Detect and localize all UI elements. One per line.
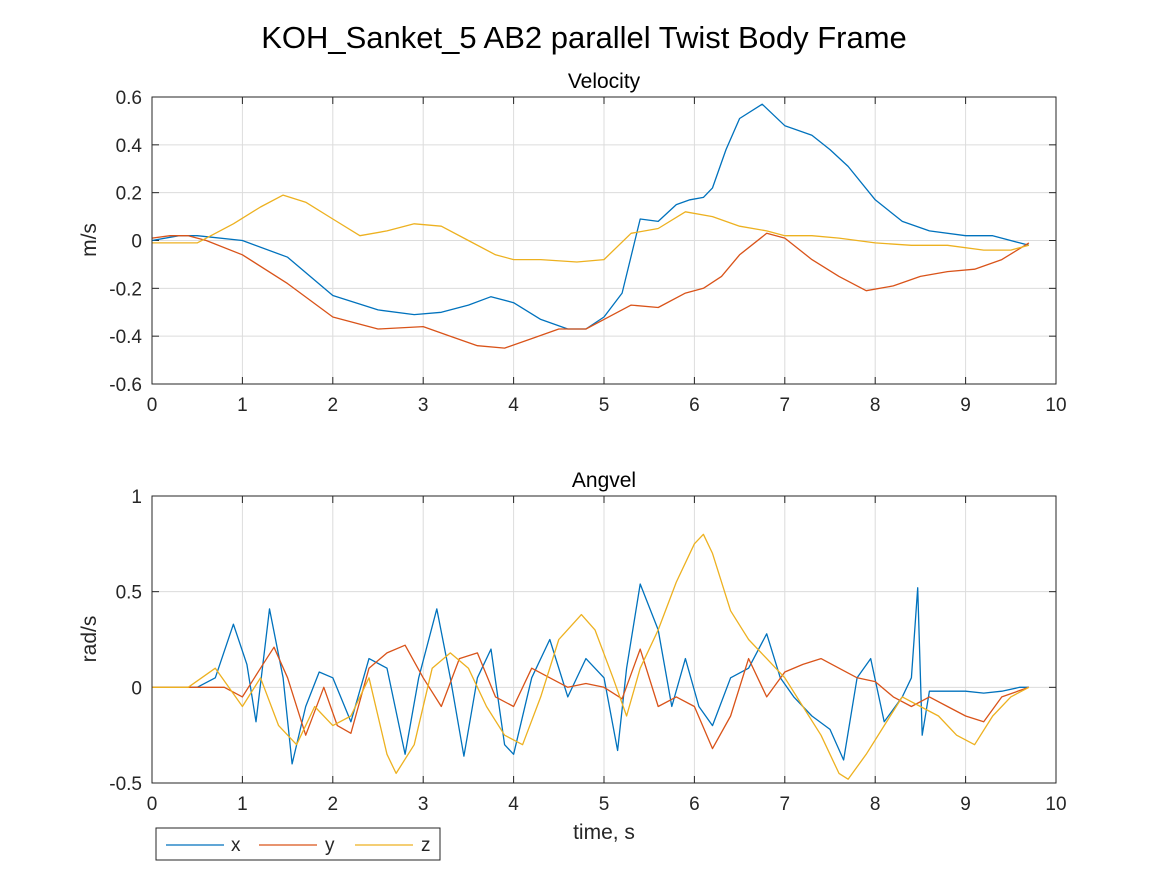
angvel-xtick-label: 2 <box>328 794 339 815</box>
angvel-xtick-label: 7 <box>780 794 791 815</box>
figure-title: KOH_Sanket_5 AB2 parallel Twist Body Fra… <box>261 20 907 55</box>
angvel-axes: Angvel rad/s time, s 0 1 2 3 4 5 6 7 8 9 1010.50-0… <box>78 469 1067 844</box>
angvel-xtick-label: 8 <box>870 794 881 815</box>
angvel-series-y <box>152 644 1030 750</box>
angvel-series-z <box>152 533 1030 780</box>
velocity-xtick-label: 4 <box>508 395 519 416</box>
legend-label-x: x <box>231 835 241 856</box>
velocity-axes-title: Velocity <box>568 70 641 93</box>
velocity-ytick-label: -0.4 <box>109 327 142 348</box>
angvel-xtick-label: 6 <box>689 794 700 815</box>
angvel-xtick-label: 1 <box>237 794 248 815</box>
velocity-series-y <box>151 232 1030 349</box>
angvel-ytick-label: 0 <box>131 678 142 699</box>
angvel-xtick-label: 10 <box>1045 794 1066 815</box>
velocity-ytick-label: 0.4 <box>116 136 143 157</box>
angvel-axes-title: Angvel <box>572 469 636 492</box>
angvel-series-x <box>152 583 1029 765</box>
velocity-axis-box <box>151 96 1057 385</box>
velocity-xtick-label: 7 <box>780 395 791 416</box>
velocity-ytick-label: 0.2 <box>116 184 142 205</box>
velocity-xtick-label: 0 <box>147 395 158 416</box>
angvel-ylabel: rad/s <box>78 616 101 663</box>
velocity-xtick-label: 10 <box>1045 395 1066 416</box>
velocity-axes: Velocity m/s 0 1 2 3 4 5 6 7 8 9 10 0.6 0.4 0.2 0 -0.2 -… <box>78 70 1067 416</box>
angvel-ytick-label: -0.5 <box>109 774 142 795</box>
velocity-xtick-label: 2 <box>328 395 339 416</box>
angvel-xlabel: time, s <box>573 821 635 844</box>
angvel-xtick-label: 0 <box>147 794 158 815</box>
velocity-xtick-label: 6 <box>689 395 700 416</box>
velocity-ytick-label: -0.2 <box>109 279 142 300</box>
angvel-ytick-label: 1 <box>131 487 142 508</box>
angvel-ytick-label: 0.5 <box>116 583 142 604</box>
velocity-ylabel: m/s <box>78 223 101 257</box>
velocity-series-z <box>152 194 1030 263</box>
angvel-xtick-label: 9 <box>960 794 971 815</box>
velocity-ytick-label: 0.6 <box>116 88 142 109</box>
velocity-ytick-label: 0 <box>131 232 142 253</box>
legend-box <box>155 827 441 861</box>
legend: x y z <box>155 827 441 861</box>
angvel-axis-box <box>151 495 1057 784</box>
velocity-xtick-label: 5 <box>599 395 610 416</box>
velocity-xtick-label: 1 <box>237 395 248 416</box>
velocity-xtick-label: 9 <box>960 395 971 416</box>
velocity-xtick-label: 8 <box>870 395 881 416</box>
legend-label-y: y <box>325 835 335 856</box>
legend-label-z: z <box>421 835 431 856</box>
velocity-xtick-label: 3 <box>418 395 429 416</box>
angvel-xtick-label: 5 <box>599 794 610 815</box>
angvel-xtick-label: 3 <box>418 794 429 815</box>
angvel-xtick-label: 4 <box>508 794 519 815</box>
velocity-series-x <box>151 103 1030 330</box>
velocity-ytick-label: -0.6 <box>109 375 142 396</box>
